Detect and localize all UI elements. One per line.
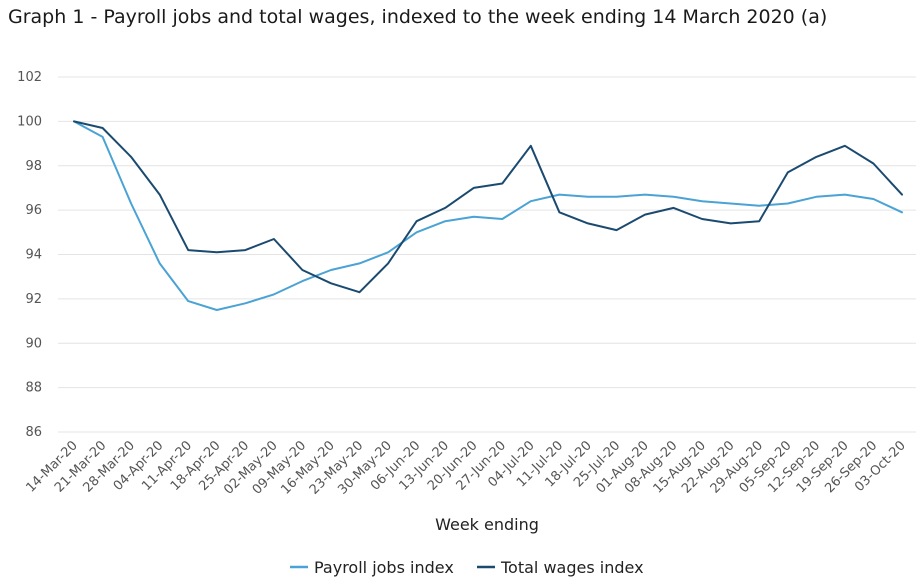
y-tick-label: 90 (25, 336, 42, 351)
y-tick-label: 86 (25, 425, 42, 440)
legend-label: Total wages index (500, 558, 644, 577)
y-tick-label: 100 (17, 114, 42, 129)
legend-label: Payroll jobs index (314, 558, 454, 577)
y-axis-ticks: 86 88 90 92 94 96 98 100 102 (17, 70, 42, 440)
y-tick-label: 88 (25, 381, 42, 396)
x-axis-title: Week ending (435, 515, 539, 534)
gridlines (58, 76, 916, 433)
x-axis-ticks: 14-Mar-2021-Mar-2028-Mar-2004-Apr-2011-A… (23, 438, 908, 497)
series-lines (73, 120, 903, 311)
series-line-payroll-jobs (73, 120, 903, 311)
y-tick-label: 96 (25, 203, 42, 218)
chart-title: Graph 1 - Payroll jobs and total wages, … (8, 6, 828, 28)
series-line-total-wages (73, 120, 903, 294)
y-tick-label: 94 (25, 248, 42, 263)
y-tick-label: 98 (25, 159, 42, 174)
y-tick-label: 102 (17, 70, 42, 85)
y-tick-label: 92 (25, 292, 42, 307)
legend: Payroll jobs index Total wages index (290, 558, 644, 577)
